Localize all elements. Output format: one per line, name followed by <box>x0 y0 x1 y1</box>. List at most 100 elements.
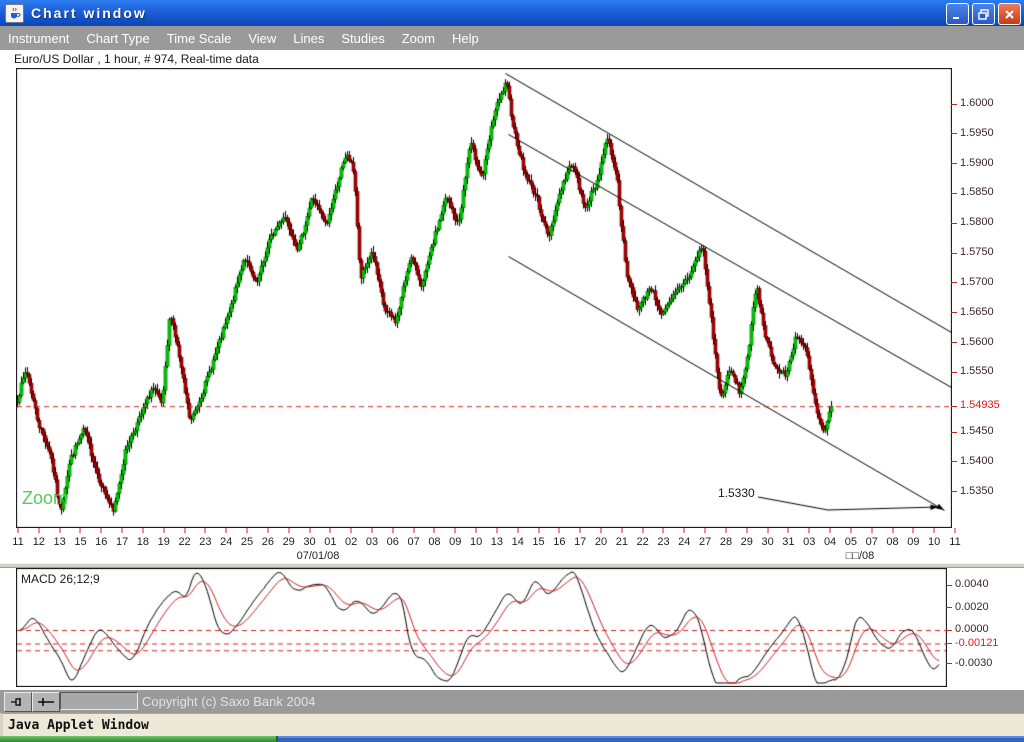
price-tick <box>951 461 957 463</box>
macd-tick-label: -0.0030 <box>955 656 993 669</box>
date-tick <box>371 528 373 533</box>
date-tick <box>642 528 644 533</box>
date-label: 31 <box>782 536 795 548</box>
date-tick <box>413 528 415 533</box>
date-label: 29 <box>740 536 753 548</box>
price-tick <box>951 192 957 194</box>
macd-study-label: MACD 26;12;9 <box>21 572 100 586</box>
price-tick-label: 1.5700 <box>960 275 994 288</box>
macd-tick <box>946 607 952 608</box>
restore-button[interactable] <box>972 3 995 25</box>
date-tick <box>184 528 186 533</box>
date-tick <box>517 528 519 533</box>
menu-item-studies[interactable]: Studies <box>341 30 385 46</box>
price-tick-label: 1.5650 <box>960 305 994 318</box>
date-tick <box>829 528 831 533</box>
date-tick <box>538 528 540 533</box>
date-label: 07 <box>407 536 420 548</box>
close-button[interactable] <box>998 3 1021 25</box>
date-tick <box>121 528 123 533</box>
panel-splitter[interactable] <box>0 563 1024 568</box>
macd-panel-canvas[interactable] <box>16 568 947 687</box>
menu-item-lines[interactable]: Lines <box>293 30 325 46</box>
date-label: 02 <box>345 536 358 548</box>
menu-bar: Instrument Chart Type Time Scale View Lines S… <box>0 26 1024 50</box>
date-tick <box>600 528 602 533</box>
date-label: 29 <box>282 536 295 548</box>
taskbar-strip <box>0 736 1024 742</box>
minimize-icon <box>953 16 959 19</box>
title-bar[interactable]: Chart window <box>0 0 1024 26</box>
date-label: 13 <box>53 536 66 548</box>
menu-item-chart-type[interactable]: Chart Type <box>86 30 150 46</box>
menu-item-view[interactable]: View <box>248 30 277 46</box>
price-tick <box>951 371 957 373</box>
date-tick <box>892 528 894 533</box>
macd-tick-label: 0.0040 <box>955 578 989 590</box>
date-label: 22 <box>178 536 191 548</box>
minimize-button[interactable] <box>946 3 969 25</box>
toolbar-recessed-panel <box>60 692 138 710</box>
date-label: 01 <box>324 536 337 548</box>
horizontal-line-tool-icon <box>38 698 54 706</box>
date-label: 15 <box>532 536 545 548</box>
date-label: 30 <box>761 536 774 548</box>
date-label: 18 <box>136 536 150 548</box>
date-tick <box>142 528 144 533</box>
date-label: 23 <box>199 536 212 548</box>
date-label: 17 <box>574 536 587 548</box>
price-tick-label: 1.5850 <box>960 186 994 199</box>
date-label: 10 <box>469 536 483 548</box>
date-label: 07 <box>865 536 878 548</box>
price-tick-label: 1.5550 <box>960 365 994 378</box>
copyright-text: Copyright (c) Saxo Bank 2004 <box>142 694 316 709</box>
date-tick <box>204 528 206 533</box>
date-tick <box>475 528 477 533</box>
date-label: 20 <box>594 536 608 548</box>
pushpin-icon <box>11 698 21 706</box>
date-tick <box>309 528 310 533</box>
price-tick <box>951 222 957 224</box>
date-tick <box>725 528 727 533</box>
status-bar: Java Applet Window <box>0 713 1024 736</box>
macd-tick <box>946 584 952 586</box>
date-tick <box>871 528 873 533</box>
date-label: 10 <box>928 536 941 548</box>
date-label: 11 <box>12 536 24 548</box>
price-tick <box>951 491 957 493</box>
date-label: 19 <box>157 536 170 548</box>
date-label: 16 <box>553 536 566 548</box>
java-coffee-cup-icon <box>5 3 24 23</box>
menu-item-help[interactable]: Help <box>451 30 479 46</box>
date-tick <box>433 528 435 533</box>
date-label: 25 <box>240 536 254 548</box>
macd-current-value-label: -0.00121 <box>955 636 999 649</box>
date-label: 12 <box>32 536 45 548</box>
menu-item-time-scale[interactable]: Time Scale <box>166 30 232 46</box>
date-tick <box>579 528 581 533</box>
price-tick <box>951 163 957 165</box>
price-tick <box>951 431 957 433</box>
pushpin-button[interactable] <box>4 692 32 712</box>
price-tick <box>951 103 957 105</box>
date-tick <box>808 528 810 533</box>
menu-item-instrument[interactable]: Instrument <box>8 30 70 46</box>
macd-tick-label: 0.0020 <box>955 600 989 613</box>
menu-item-zoom[interactable]: Zoom <box>401 30 435 46</box>
date-label: 03 <box>365 536 379 548</box>
date-tick <box>38 528 40 533</box>
date-label: 15 <box>74 536 87 548</box>
bottom-toolbar: Copyright (c) Saxo Bank 2004 <box>0 690 1024 713</box>
zoom-tool-label[interactable]: Zoom <box>22 488 69 508</box>
price-tick-label: 1.5450 <box>960 425 994 438</box>
date-label: 08 <box>428 536 441 548</box>
date-label: 23 <box>657 536 670 548</box>
main-chart-canvas[interactable] <box>16 68 952 528</box>
horizontal-line-tool-button[interactable] <box>32 692 60 712</box>
date-tick <box>933 528 935 533</box>
date-label: 27 <box>699 536 712 548</box>
price-tick <box>951 342 957 344</box>
date-tick <box>288 528 290 533</box>
date-label: 28 <box>719 536 733 548</box>
month-label: 07/01/08 <box>296 550 340 562</box>
